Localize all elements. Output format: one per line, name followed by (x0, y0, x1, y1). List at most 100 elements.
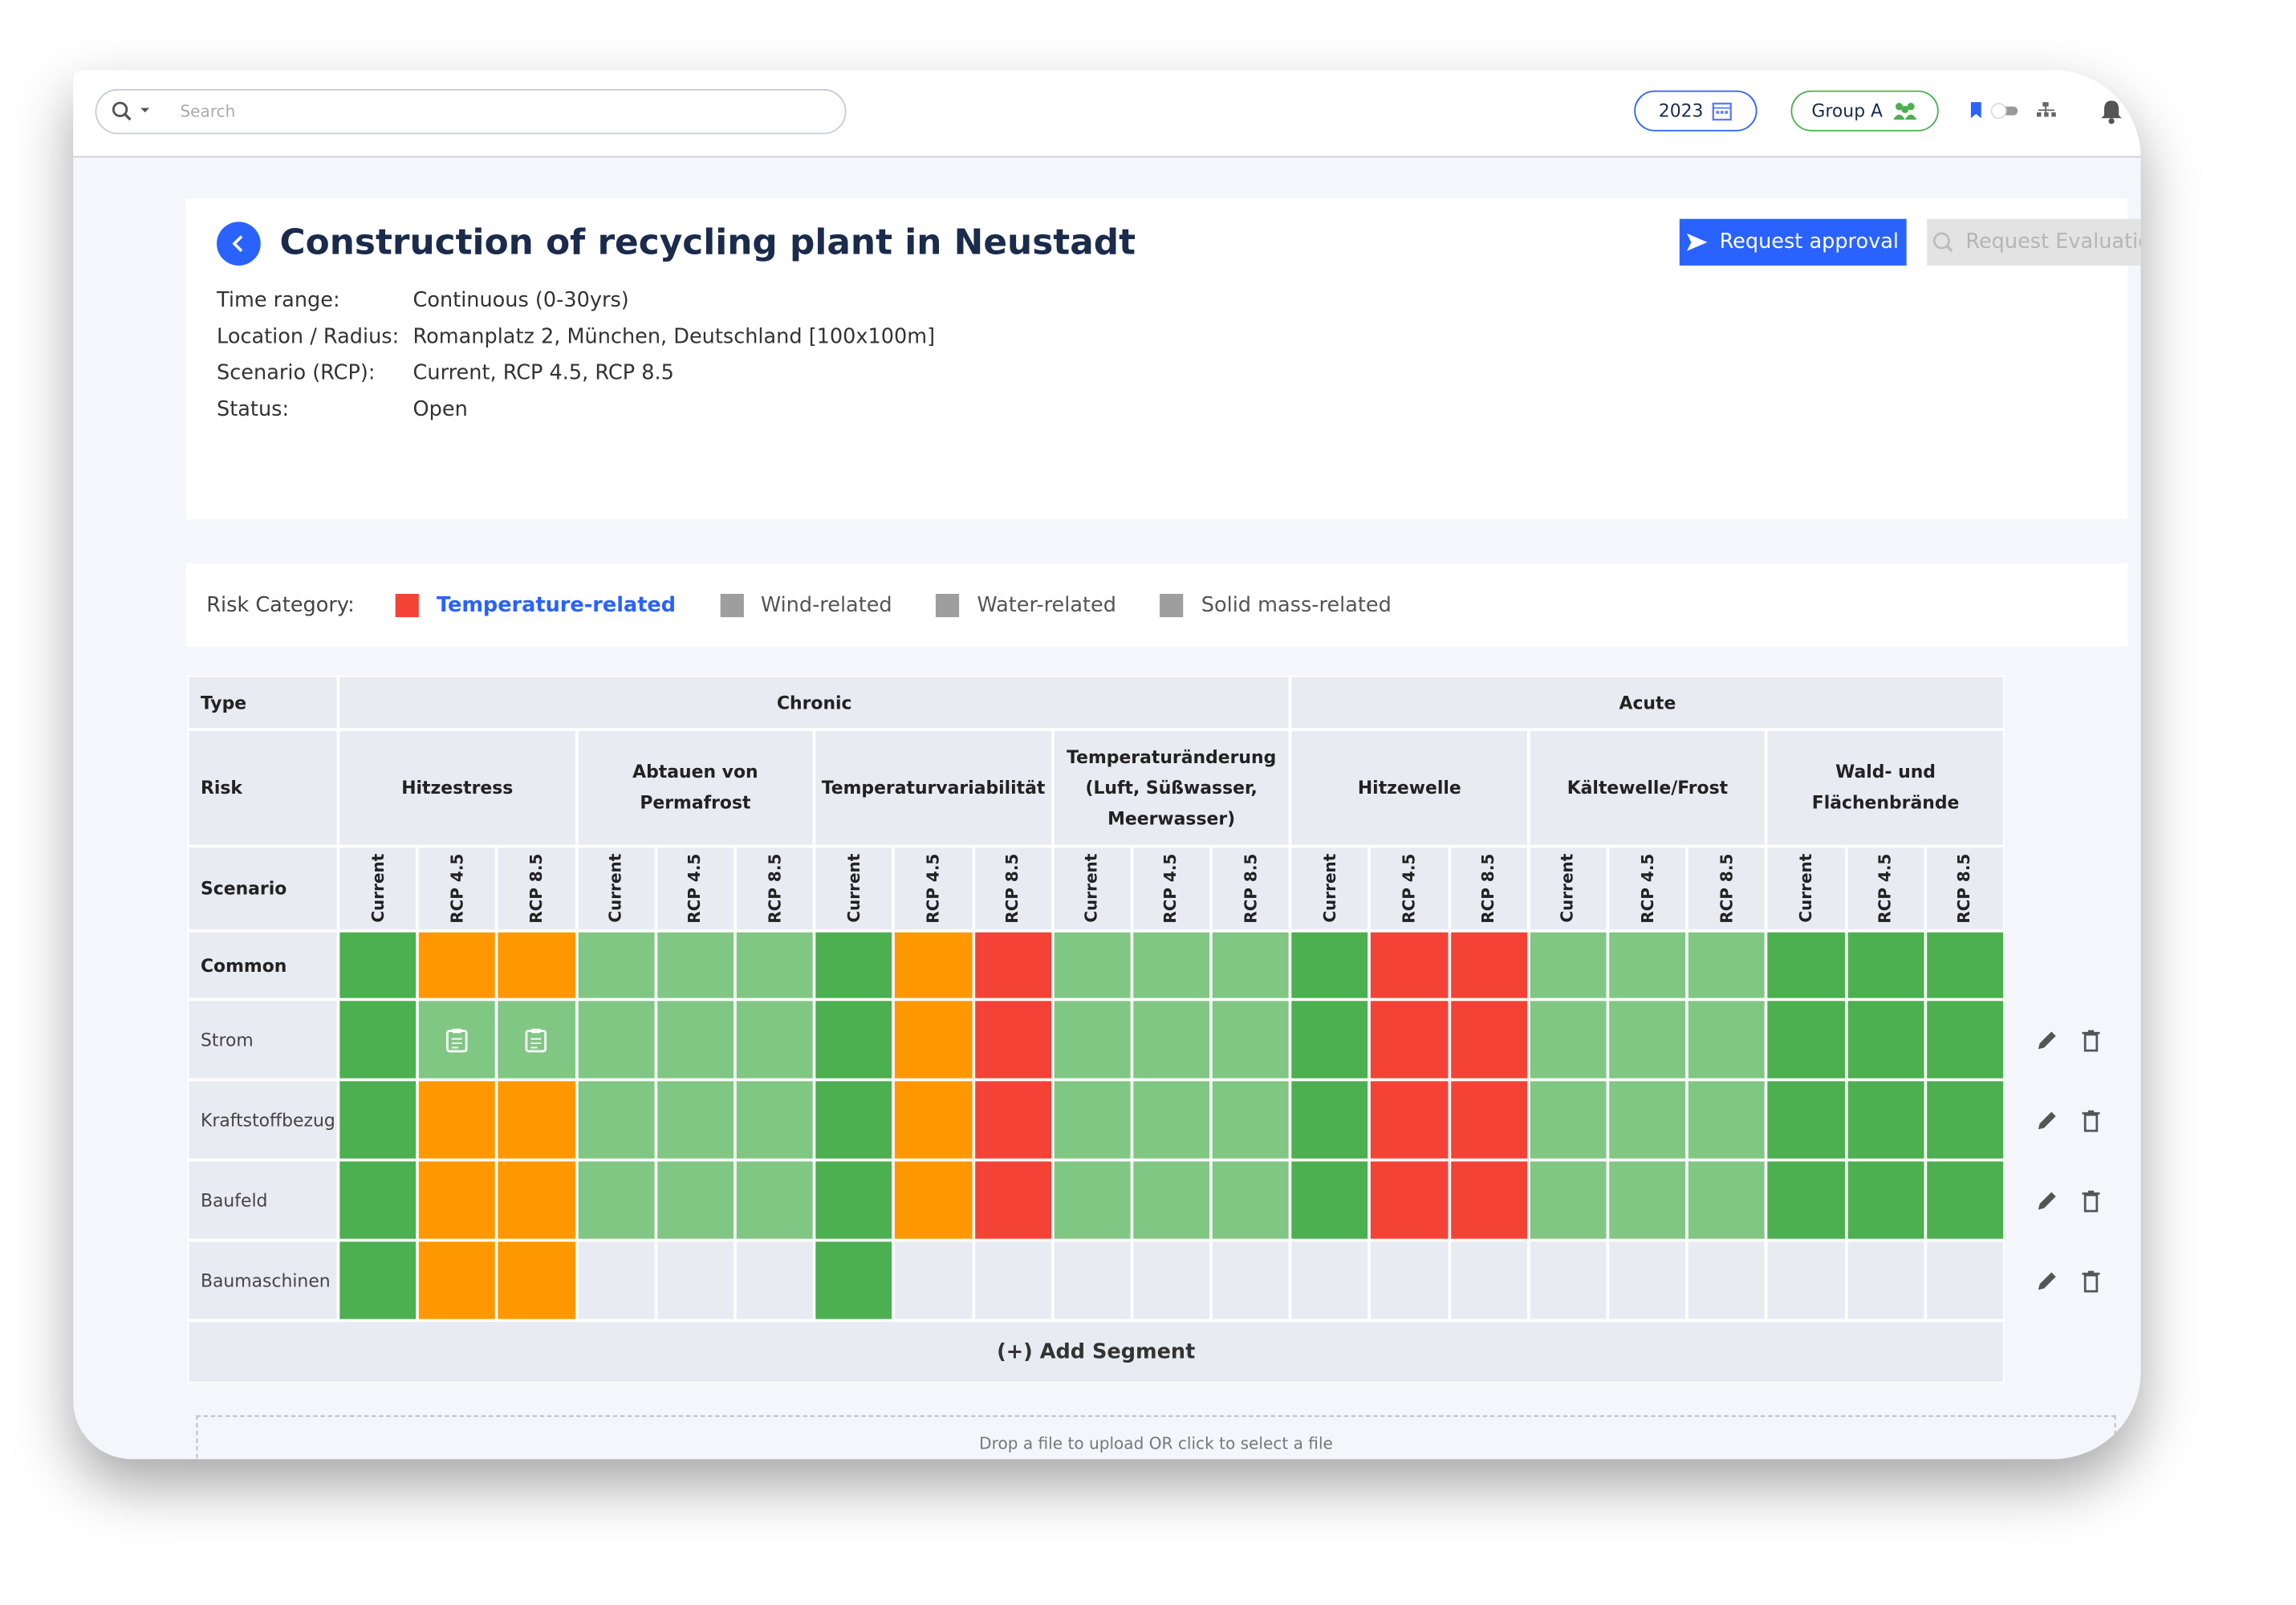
heat-cell[interactable] (1766, 931, 1847, 1000)
legend-item[interactable]: Wind-related (719, 593, 892, 617)
heat-cell[interactable] (1924, 1079, 2005, 1160)
edit-delete-icons[interactable] (2035, 1028, 2123, 1051)
view-toggle[interactable] (1965, 100, 2068, 123)
heat-cell[interactable] (1846, 931, 1925, 1000)
legend-item[interactable]: Water-related (936, 593, 1116, 617)
heat-cell[interactable] (1132, 1240, 1212, 1321)
heat-cell[interactable] (1846, 1160, 1925, 1241)
heat-cell[interactable] (1924, 1160, 2005, 1241)
heat-cell[interactable] (1687, 1240, 1767, 1321)
heat-cell[interactable] (893, 1160, 973, 1241)
heat-cell[interactable] (1211, 1240, 1290, 1321)
heat-cell[interactable] (893, 999, 973, 1080)
heat-cell[interactable] (1290, 1240, 1370, 1321)
heat-cell[interactable] (655, 999, 735, 1080)
heat-cell[interactable] (973, 999, 1053, 1080)
heat-cell[interactable] (1528, 1240, 1608, 1321)
heat-cell[interactable] (1211, 931, 1290, 1000)
heat-cell[interactable] (497, 999, 577, 1080)
heat-cell[interactable] (1607, 1160, 1688, 1241)
heat-cell[interactable] (1449, 1160, 1529, 1241)
heat-cell[interactable] (576, 999, 656, 1080)
group-picker[interactable]: Group A (1790, 90, 1939, 132)
heat-cell[interactable] (1687, 1079, 1767, 1160)
heat-cell[interactable] (417, 1079, 498, 1160)
heat-cell[interactable] (1687, 1160, 1767, 1241)
legend-item[interactable]: Temperature-related (395, 593, 676, 617)
heat-cell[interactable] (1132, 999, 1212, 1080)
heat-cell[interactable] (1607, 1240, 1688, 1321)
edit-delete-icons[interactable] (2035, 1189, 2123, 1212)
heat-cell[interactable] (655, 1240, 735, 1321)
heat-cell[interactable] (1290, 1079, 1370, 1160)
heat-cell[interactable] (814, 999, 894, 1080)
heat-cell[interactable] (1924, 1240, 2005, 1321)
heat-cell[interactable] (1211, 999, 1290, 1080)
heat-cell[interactable] (1290, 931, 1370, 1000)
heat-cell[interactable] (1369, 999, 1449, 1080)
search-box[interactable]: Search (95, 88, 847, 135)
legend-item[interactable]: Solid mass-related (1160, 593, 1392, 617)
heat-cell[interactable] (338, 1079, 418, 1160)
edit-delete-icons[interactable] (2035, 1108, 2123, 1132)
heat-cell[interactable] (497, 931, 577, 1000)
heat-cell[interactable] (1607, 1079, 1688, 1160)
heat-cell[interactable] (1132, 1160, 1212, 1241)
heat-cell[interactable] (1052, 1079, 1132, 1160)
heat-cell[interactable] (973, 1240, 1053, 1321)
bell-icon[interactable] (2099, 98, 2123, 124)
year-picker[interactable]: 2023 (1634, 90, 1758, 132)
heat-cell[interactable] (1924, 931, 2005, 1000)
heat-cell[interactable] (1369, 1160, 1449, 1241)
request-evaluation-button[interactable]: Request Evaluation (1927, 218, 2141, 266)
heat-cell[interactable] (576, 1079, 656, 1160)
heat-cell[interactable] (1607, 999, 1688, 1080)
heat-cell[interactable] (814, 1079, 894, 1160)
heat-cell[interactable] (1528, 999, 1608, 1080)
heat-cell[interactable] (1052, 1240, 1132, 1321)
heat-cell[interactable] (1766, 1079, 1847, 1160)
heat-cell[interactable] (1766, 1240, 1847, 1321)
add-segment[interactable]: (+) Add Segment (187, 1320, 2005, 1384)
back-button[interactable] (217, 221, 263, 267)
heat-cell[interactable] (1290, 1160, 1370, 1241)
heat-cell[interactable] (814, 931, 894, 1000)
heat-cell[interactable] (338, 999, 418, 1080)
heat-cell[interactable] (893, 1240, 973, 1321)
heat-cell[interactable] (1449, 1240, 1529, 1321)
heat-cell[interactable] (1052, 1160, 1132, 1241)
heat-cell[interactable] (417, 1240, 498, 1321)
edit-delete-icons[interactable] (2035, 1269, 2123, 1292)
heat-cell[interactable] (814, 1240, 894, 1321)
heat-cell[interactable] (973, 1160, 1053, 1241)
heat-cell[interactable] (1369, 931, 1449, 1000)
heat-cell[interactable] (1132, 1079, 1212, 1160)
heat-cell[interactable] (655, 1160, 735, 1241)
heat-cell[interactable] (497, 1240, 577, 1321)
heat-cell[interactable] (417, 931, 498, 1000)
heat-cell[interactable] (1846, 999, 1925, 1080)
heat-cell[interactable] (1766, 1160, 1847, 1241)
heat-cell[interactable] (1846, 1240, 1925, 1321)
heat-cell[interactable] (814, 1160, 894, 1241)
heat-cell[interactable] (576, 1240, 656, 1321)
heat-cell[interactable] (973, 1079, 1053, 1160)
heat-cell[interactable] (1528, 1160, 1608, 1241)
heat-cell[interactable] (576, 931, 656, 1000)
heat-cell[interactable] (1211, 1079, 1290, 1160)
heat-cell[interactable] (1449, 931, 1529, 1000)
heat-cell[interactable] (417, 999, 498, 1080)
heat-cell[interactable] (1449, 1079, 1529, 1160)
heat-cell[interactable] (1846, 1079, 1925, 1160)
dropzone[interactable]: Drop a file to upload OR click to select… (196, 1415, 2116, 1460)
heat-cell[interactable] (1528, 1079, 1608, 1160)
heat-cell[interactable] (1449, 999, 1529, 1080)
heat-cell[interactable] (1052, 931, 1132, 1000)
heat-cell[interactable] (1369, 1079, 1449, 1160)
heat-cell[interactable] (893, 931, 973, 1000)
heat-cell[interactable] (893, 1079, 973, 1160)
heat-cell[interactable] (973, 931, 1053, 1000)
heat-cell[interactable] (1528, 931, 1608, 1000)
heat-cell[interactable] (1290, 999, 1370, 1080)
heat-cell[interactable] (1211, 1160, 1290, 1241)
